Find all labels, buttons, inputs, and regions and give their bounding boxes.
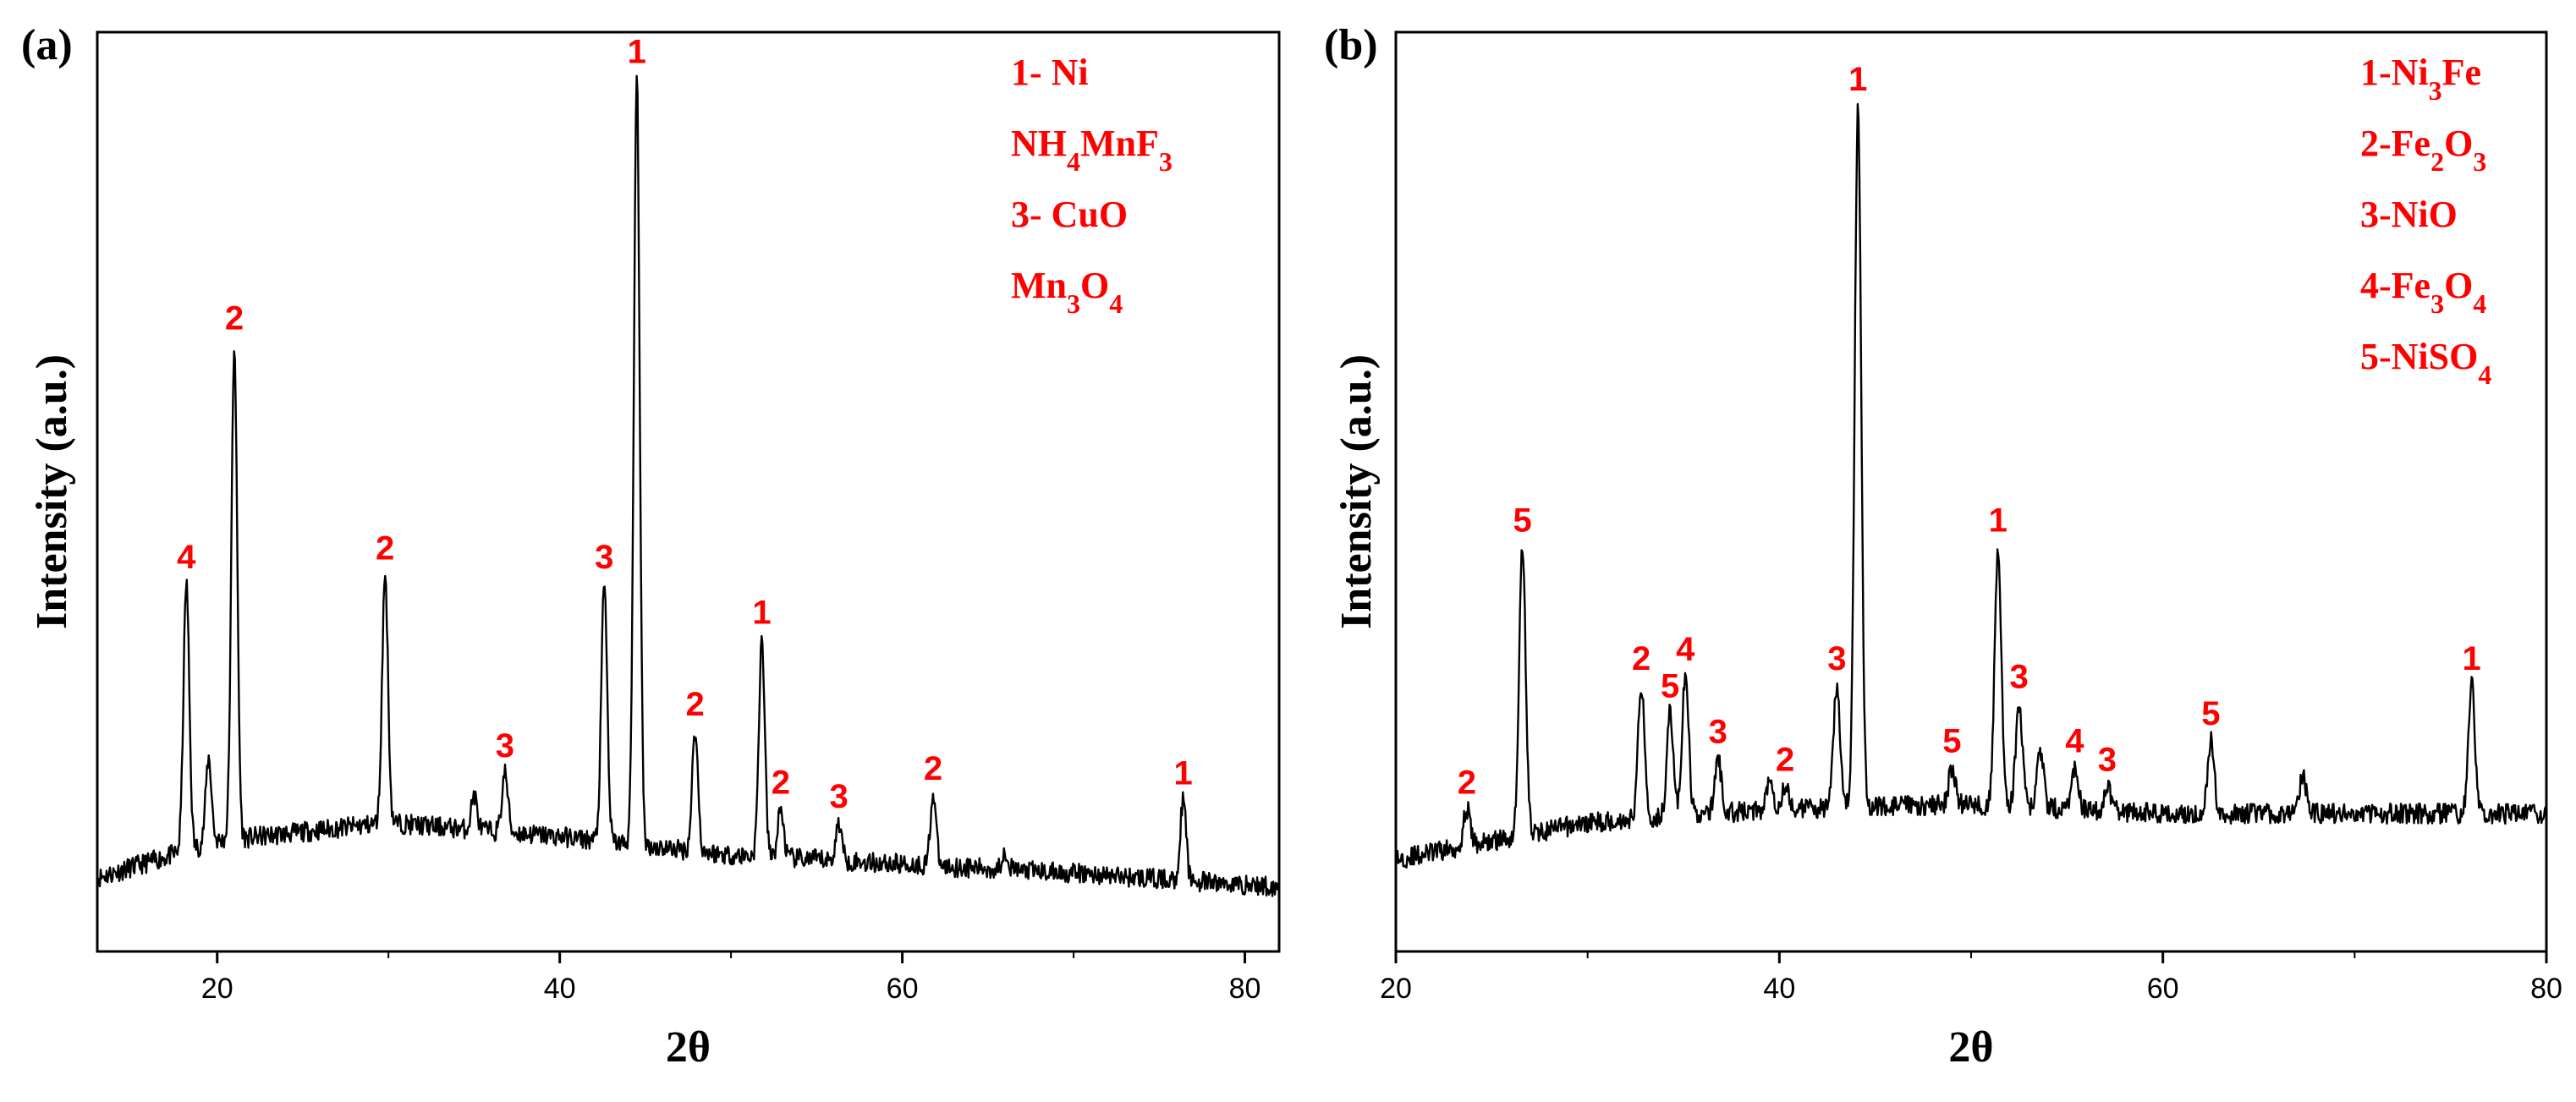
peak-label: 4 [1676, 631, 1695, 668]
legend-entry: 5-NiSO4 [2360, 336, 2491, 390]
peak-label: 4 [2065, 723, 2084, 760]
x-tick-label: 80 [2530, 973, 2562, 1005]
panel-label: (a) [21, 21, 73, 69]
x-tick-label: 20 [1380, 973, 1412, 1005]
peak-label: 1 [752, 594, 771, 631]
legend-entry: 2-Fe2O3 [2360, 123, 2486, 177]
peak-label: 3 [2010, 659, 2029, 696]
legend-entry: 4-Fe3O4 [2360, 265, 2486, 319]
plot-frame [1394, 30, 2548, 953]
x-tick-label: 60 [2147, 973, 2179, 1005]
x-axis-title: 2θ [1948, 1023, 1993, 1072]
peak-label: 3 [830, 778, 849, 815]
y-axis-title: Intensity (a.u.) [1332, 354, 1381, 629]
x-tick-label: 40 [544, 973, 576, 1005]
y-axis-title: Intensity (a.u.) [28, 354, 76, 629]
plot-frame [96, 30, 1281, 953]
peak-label: 3 [2098, 741, 2117, 778]
peak-label: 1 [2462, 640, 2480, 677]
legend-entry: 3- CuO [1011, 194, 1128, 235]
peak-label: 3 [1709, 714, 1727, 751]
legend-entry: 1-Ni3Fe [2360, 52, 2481, 106]
peak-label: 2 [1632, 640, 1651, 677]
xrd-pattern-line [96, 74, 1281, 897]
peak-label: 3 [496, 727, 514, 765]
x-tick-label: 40 [1763, 973, 1795, 1005]
peak-label: 5 [1513, 502, 1531, 540]
x-tick-label: 80 [1229, 973, 1261, 1005]
panel-a: 20 40 60 80 2θ Intensity (a.u.) (a) 4 2 2 3 3 1 2 1 2 3 2… [21, 21, 1281, 1072]
x-tick-label: 60 [887, 973, 919, 1005]
peak-label: 5 [2201, 695, 2220, 732]
peak-label: 3 [1827, 640, 1846, 677]
peak-label: 1 [628, 33, 646, 70]
xrd-pattern-line [1394, 102, 2547, 870]
legend-entry: 1- Ni [1011, 52, 1089, 93]
peak-label: 2 [376, 529, 394, 567]
peak-label: 3 [595, 539, 613, 576]
peak-label: 1 [1173, 755, 1192, 792]
peak-label: 5 [1942, 723, 1961, 760]
peak-label: 2 [1776, 741, 1794, 778]
peak-label: 2 [225, 300, 244, 337]
peak-label: 1 [1848, 61, 1867, 98]
panel-label: (b) [1324, 21, 1378, 69]
legend-entry: 3-NiO [2360, 194, 2458, 235]
peak-label: 2 [772, 765, 790, 802]
peak-label: 5 [1661, 667, 1679, 705]
peak-label: 2 [1458, 765, 1476, 802]
peak-label: 1 [1989, 502, 2008, 540]
peak-label: 2 [685, 686, 704, 723]
peak-label: 2 [924, 750, 942, 787]
legend-entry: Mn3O4 [1011, 265, 1123, 319]
x-axis-title: 2θ [666, 1023, 711, 1072]
x-tick-label: 20 [201, 973, 233, 1005]
peak-label: 4 [177, 539, 196, 576]
legend-entry: NH4MnF3 [1011, 123, 1173, 177]
